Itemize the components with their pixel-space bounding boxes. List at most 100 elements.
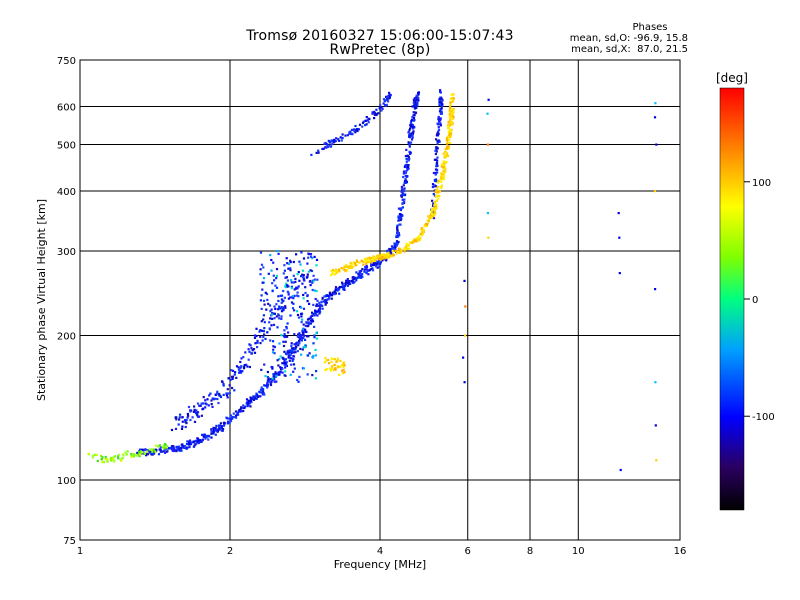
echo-point (259, 268, 262, 271)
echo-point (137, 453, 140, 456)
echo-point (275, 374, 278, 377)
echo-point (447, 146, 450, 149)
echo-point (312, 354, 315, 357)
echo-point (436, 194, 440, 197)
echo-point (139, 450, 143, 453)
x-axis-label: Frequency [MHz] (334, 558, 426, 571)
echo-point (192, 440, 195, 443)
echo-point (320, 300, 323, 303)
echo-point (450, 121, 453, 125)
echo-point (242, 404, 245, 407)
echo-point (243, 365, 246, 368)
echo-point (435, 188, 438, 191)
echo-point (120, 459, 123, 462)
echo-point (302, 276, 305, 279)
echo-point (175, 450, 178, 453)
echo-point (385, 103, 388, 106)
echo-point (376, 254, 379, 257)
echo-point (293, 309, 296, 312)
echo-point (124, 451, 127, 454)
echo-point (315, 332, 318, 335)
echo-point (440, 184, 443, 187)
echo-point (226, 396, 229, 399)
echo-point (434, 190, 437, 194)
echo-point (310, 269, 314, 273)
echo-point (159, 446, 162, 449)
echo-point (215, 429, 218, 432)
echo-point (132, 455, 135, 458)
echo-point (439, 96, 443, 99)
echo-point (269, 383, 273, 387)
echo-point (452, 116, 455, 119)
echo-point (283, 350, 286, 353)
echo-point (304, 286, 307, 289)
echo-point (341, 136, 344, 140)
echo-point (251, 349, 254, 352)
echo-point (210, 399, 213, 402)
echo-point (305, 330, 308, 333)
echo-point (370, 264, 373, 267)
echo-point (200, 414, 203, 417)
chart-title: Tromsø 20160327 15:06:00-15:07:43 (246, 28, 514, 44)
echo-point (411, 126, 414, 129)
echo-point (188, 443, 191, 446)
echo-point (226, 422, 230, 425)
echo-point (201, 433, 204, 436)
echo-point (318, 306, 322, 309)
echo-point (654, 381, 657, 384)
echo-point (343, 288, 346, 291)
echo-point (101, 456, 104, 459)
phase-stats-o: mean, sd,O: -96.9, 15.8 (569, 33, 688, 44)
echo-point (442, 169, 445, 173)
echo-point (360, 269, 363, 273)
echo-point (229, 378, 232, 381)
echo-point (445, 146, 448, 149)
echo-point (371, 112, 374, 115)
echo-point (358, 276, 361, 279)
echo-point (294, 351, 297, 354)
x-tick-label: 2 (227, 546, 233, 557)
echo-point (145, 454, 148, 457)
echo-point (436, 142, 439, 145)
echo-point (451, 93, 454, 96)
echo-point (486, 212, 489, 215)
echo-point (383, 257, 387, 260)
echo-point (391, 247, 394, 250)
echo-point (336, 289, 339, 292)
echo-point (260, 368, 263, 371)
echo-point (325, 368, 328, 371)
echo-point (304, 338, 307, 341)
echo-point (298, 260, 301, 263)
echo-point (263, 333, 266, 336)
echo-point (330, 360, 333, 363)
echo-point (292, 358, 295, 361)
echo-point (283, 333, 286, 336)
echo-point (365, 268, 368, 271)
echo-point (364, 119, 367, 122)
echo-point (618, 272, 621, 275)
echo-point (198, 441, 201, 444)
echo-point (193, 420, 197, 423)
echo-point (445, 142, 449, 145)
echo-point (309, 284, 312, 287)
echo-point (370, 260, 373, 263)
echo-point (214, 428, 217, 431)
echo-point (362, 263, 365, 266)
echo-point (180, 427, 184, 430)
echo-point (353, 280, 356, 283)
echo-point (407, 158, 410, 161)
echo-point (195, 442, 198, 445)
echo-point (401, 198, 404, 201)
echo-point (408, 145, 411, 148)
echo-point (373, 111, 376, 114)
echo-point (197, 439, 200, 442)
echo-point (366, 257, 369, 260)
echo-point (323, 300, 326, 303)
echo-point (451, 122, 454, 125)
echo-point (279, 370, 282, 373)
echo-point (399, 208, 402, 212)
echo-point (250, 347, 253, 350)
echo-point (284, 358, 287, 361)
echo-point (275, 372, 278, 375)
echo-point (221, 429, 224, 432)
